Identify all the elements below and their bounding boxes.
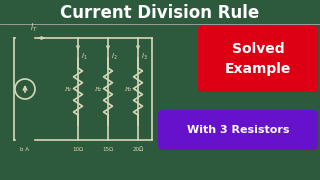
- Text: $I_2$: $I_2$: [111, 52, 118, 62]
- Text: R₁: R₁: [64, 87, 72, 91]
- Text: $I_3$: $I_3$: [141, 52, 148, 62]
- Text: Current Division Rule: Current Division Rule: [60, 4, 260, 22]
- Text: 15Ω: 15Ω: [102, 147, 114, 152]
- Text: $I_1$: $I_1$: [81, 52, 88, 62]
- Text: 10Ω: 10Ω: [72, 147, 84, 152]
- FancyBboxPatch shape: [158, 110, 318, 150]
- Text: R₃: R₃: [124, 87, 132, 91]
- FancyBboxPatch shape: [198, 26, 318, 92]
- Text: Solved
Example: Solved Example: [225, 42, 291, 76]
- Text: With 3 Resistors: With 3 Resistors: [187, 125, 289, 135]
- Text: b A: b A: [20, 147, 29, 152]
- Text: R₂: R₂: [94, 87, 102, 91]
- Text: 20Ω: 20Ω: [132, 147, 144, 152]
- Text: $I_T$: $I_T$: [30, 21, 38, 33]
